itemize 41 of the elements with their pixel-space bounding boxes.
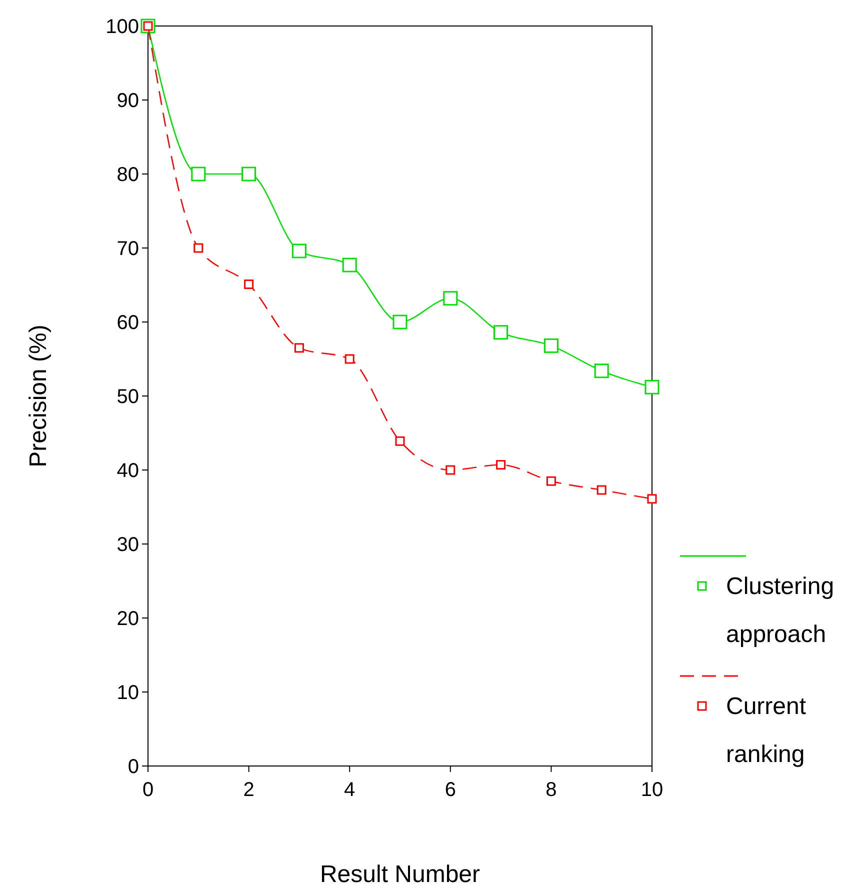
point: [647, 494, 657, 504]
y-axis-title: Precision (%): [25, 324, 52, 468]
y-tick-label: 90: [116, 90, 139, 112]
point: [191, 166, 206, 182]
point: [242, 166, 256, 182]
x-tick-label: 2: [243, 779, 254, 801]
point: [244, 280, 254, 290]
point: [342, 258, 357, 272]
point: [544, 338, 558, 353]
y-tick-label: 20: [116, 608, 139, 630]
y-tick-label: 30: [116, 534, 139, 556]
point: [644, 380, 660, 394]
point: [446, 465, 456, 475]
legend-label: Current ranking: [726, 693, 806, 768]
y-tick-label: 70: [116, 238, 139, 260]
x-axis-title: Result Number: [320, 861, 480, 888]
point: [194, 243, 204, 253]
y-tick-label: 100: [106, 16, 139, 38]
y-tick-label: 50: [116, 386, 139, 408]
point: [494, 325, 508, 340]
point: [392, 314, 408, 330]
y-tick-label: 60: [116, 312, 139, 334]
y-tick-label: 80: [116, 164, 139, 186]
x-tick-label: 0: [142, 779, 154, 801]
point: [596, 485, 606, 495]
x-tick-label: 4: [344, 779, 356, 801]
y-tick-label: 0: [128, 756, 139, 778]
x-tick-label: 8: [546, 779, 557, 801]
point: [546, 476, 556, 486]
point: [292, 244, 306, 258]
y-tick-label: 40: [116, 460, 139, 482]
x-tick-label: 10: [640, 779, 664, 801]
point: [395, 436, 405, 446]
point: [443, 291, 458, 306]
point: [496, 460, 506, 470]
point: [594, 364, 609, 378]
legend-label: Clustering approach: [726, 573, 834, 648]
point: [344, 354, 354, 364]
point: [294, 343, 304, 353]
x-tick-label: 6: [444, 779, 456, 801]
y-tick-label: 10: [116, 682, 139, 704]
